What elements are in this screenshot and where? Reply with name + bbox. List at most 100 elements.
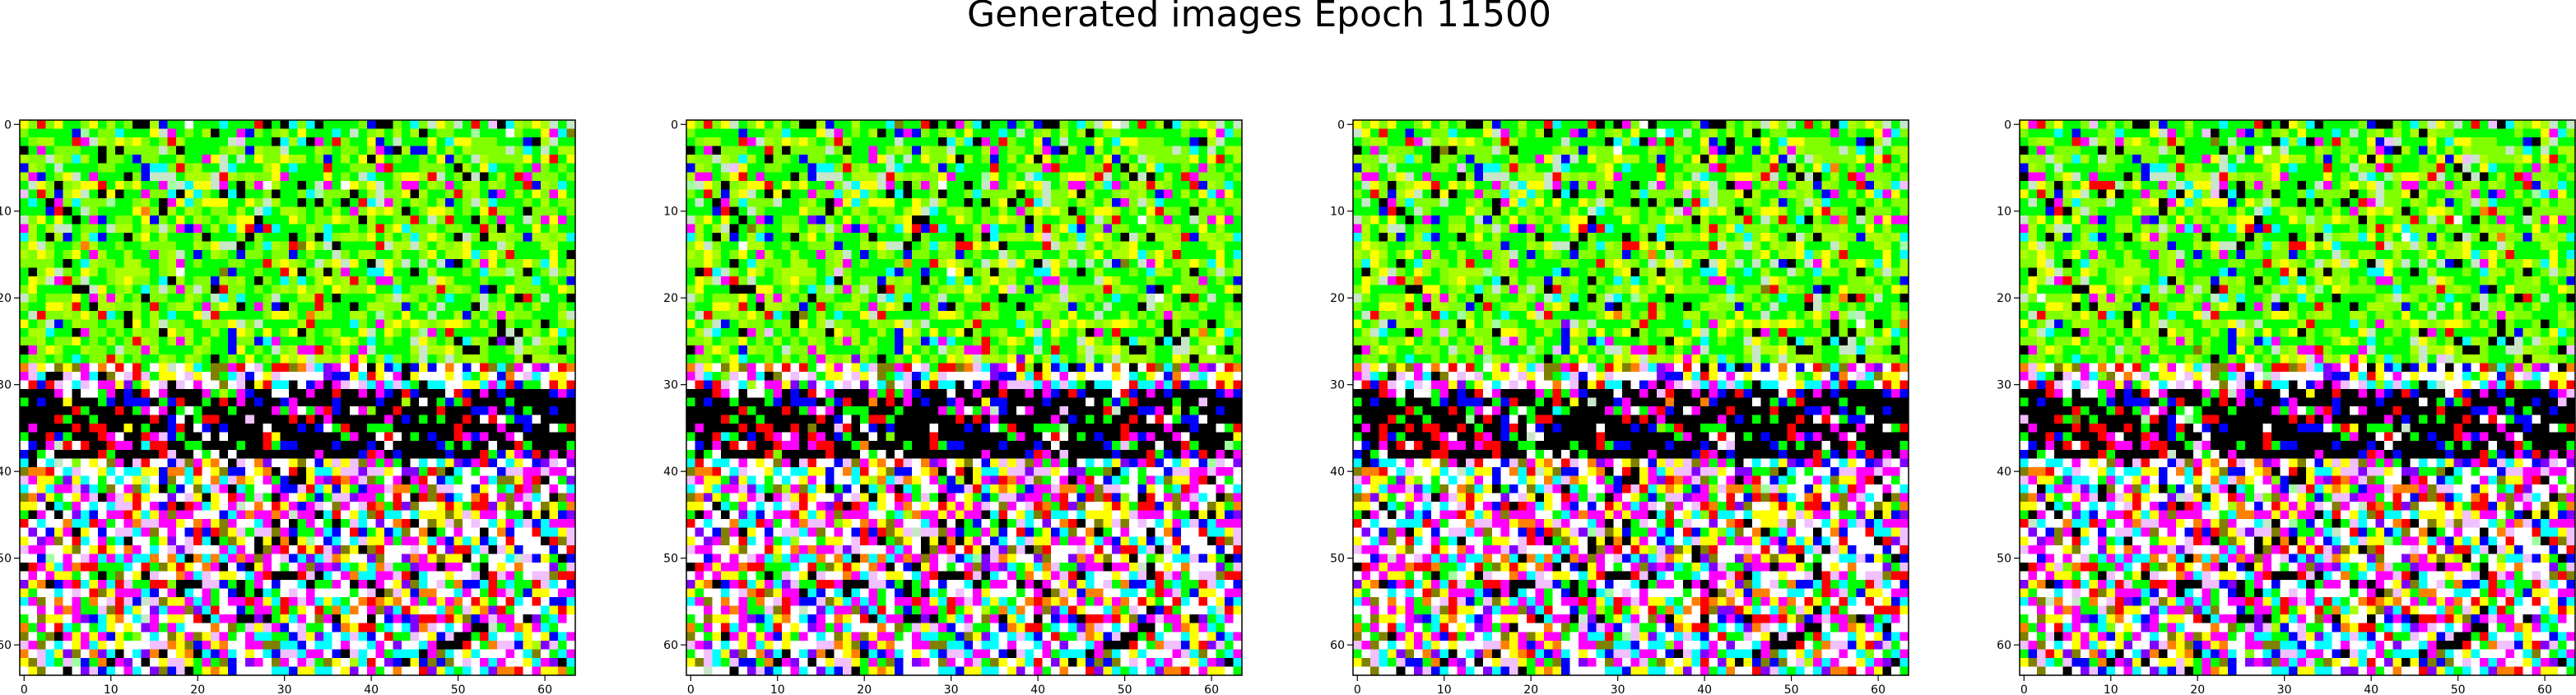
pixel bbox=[115, 215, 125, 225]
pixel bbox=[410, 197, 420, 208]
pixel bbox=[402, 180, 412, 190]
pixel bbox=[72, 163, 81, 173]
pixel bbox=[253, 319, 263, 329]
pixel bbox=[488, 640, 498, 650]
pixel bbox=[20, 432, 30, 442]
pixel bbox=[236, 311, 246, 321]
pixel bbox=[514, 146, 524, 155]
pixel bbox=[427, 302, 437, 312]
pixel bbox=[479, 354, 490, 364]
pixel bbox=[462, 345, 472, 355]
pixel bbox=[219, 276, 229, 285]
pixel bbox=[89, 258, 99, 268]
pixel bbox=[462, 250, 472, 260]
pixel bbox=[479, 666, 490, 676]
pixel bbox=[115, 172, 125, 182]
pixel bbox=[471, 155, 481, 164]
pixel bbox=[532, 432, 542, 442]
pixel bbox=[393, 466, 402, 477]
pixel bbox=[471, 666, 481, 676]
pixel bbox=[54, 502, 64, 512]
pixel bbox=[790, 163, 800, 173]
pixel bbox=[167, 189, 177, 199]
pixel bbox=[72, 285, 81, 294]
pixel bbox=[471, 146, 481, 155]
pixel bbox=[150, 258, 160, 268]
pixel bbox=[1224, 206, 1235, 216]
pixel bbox=[89, 293, 99, 303]
pixel bbox=[280, 597, 290, 607]
pixel bbox=[211, 197, 221, 208]
pixel bbox=[253, 397, 263, 407]
pixel bbox=[444, 484, 454, 494]
pixel bbox=[193, 328, 203, 338]
pixel bbox=[280, 510, 290, 520]
pixel bbox=[253, 449, 263, 459]
pixel bbox=[341, 432, 351, 442]
pixel bbox=[202, 640, 212, 650]
pixel bbox=[349, 120, 359, 130]
pixel bbox=[375, 666, 385, 676]
pixel bbox=[349, 336, 359, 346]
pixel bbox=[566, 311, 576, 321]
pixel bbox=[549, 146, 559, 155]
pixel bbox=[393, 172, 402, 182]
pixel bbox=[167, 432, 177, 442]
pixel bbox=[471, 502, 481, 512]
pixel bbox=[790, 233, 800, 243]
pixel bbox=[1050, 206, 1061, 216]
pixel bbox=[393, 571, 402, 581]
pixel bbox=[63, 380, 72, 390]
pixel bbox=[471, 597, 481, 607]
pixel bbox=[557, 510, 568, 520]
pixel bbox=[167, 311, 177, 321]
pixel bbox=[28, 432, 38, 442]
pixel bbox=[349, 519, 359, 529]
pixel bbox=[384, 614, 394, 624]
pixel bbox=[505, 345, 515, 355]
pixel bbox=[271, 336, 281, 346]
pixel bbox=[557, 544, 568, 554]
pixel bbox=[141, 432, 151, 442]
pixel bbox=[123, 371, 133, 382]
pixel bbox=[746, 189, 756, 199]
pixel bbox=[253, 258, 263, 268]
pixel bbox=[202, 128, 212, 138]
pixel bbox=[479, 632, 490, 642]
pixel bbox=[955, 120, 965, 130]
pixel bbox=[37, 510, 47, 520]
pixel bbox=[89, 155, 99, 164]
pixel bbox=[141, 250, 151, 260]
pixel bbox=[410, 579, 420, 590]
pixel bbox=[1128, 128, 1139, 138]
pixel bbox=[271, 640, 281, 650]
pixel bbox=[695, 146, 704, 155]
pixel bbox=[375, 233, 385, 243]
pixel bbox=[393, 224, 402, 234]
pixel bbox=[271, 155, 281, 164]
pixel bbox=[288, 536, 299, 546]
pixel bbox=[280, 579, 290, 590]
pixel bbox=[532, 276, 542, 285]
pixel bbox=[323, 649, 333, 659]
pixel bbox=[175, 146, 185, 155]
pixel bbox=[1181, 155, 1191, 164]
pixel bbox=[462, 302, 472, 312]
pixel bbox=[981, 128, 991, 138]
pixel bbox=[471, 172, 481, 182]
pixel bbox=[349, 475, 359, 485]
pixel bbox=[366, 371, 377, 382]
pixel bbox=[306, 432, 316, 442]
pixel bbox=[253, 180, 263, 190]
pixel bbox=[141, 197, 151, 208]
pixel bbox=[497, 120, 507, 130]
pixel bbox=[402, 388, 412, 399]
pixel bbox=[540, 562, 550, 572]
pixel bbox=[228, 571, 238, 581]
pixel bbox=[1033, 172, 1044, 182]
pixel bbox=[402, 432, 412, 442]
pixel bbox=[903, 137, 913, 147]
pixel bbox=[453, 197, 463, 208]
pixel bbox=[746, 172, 756, 182]
